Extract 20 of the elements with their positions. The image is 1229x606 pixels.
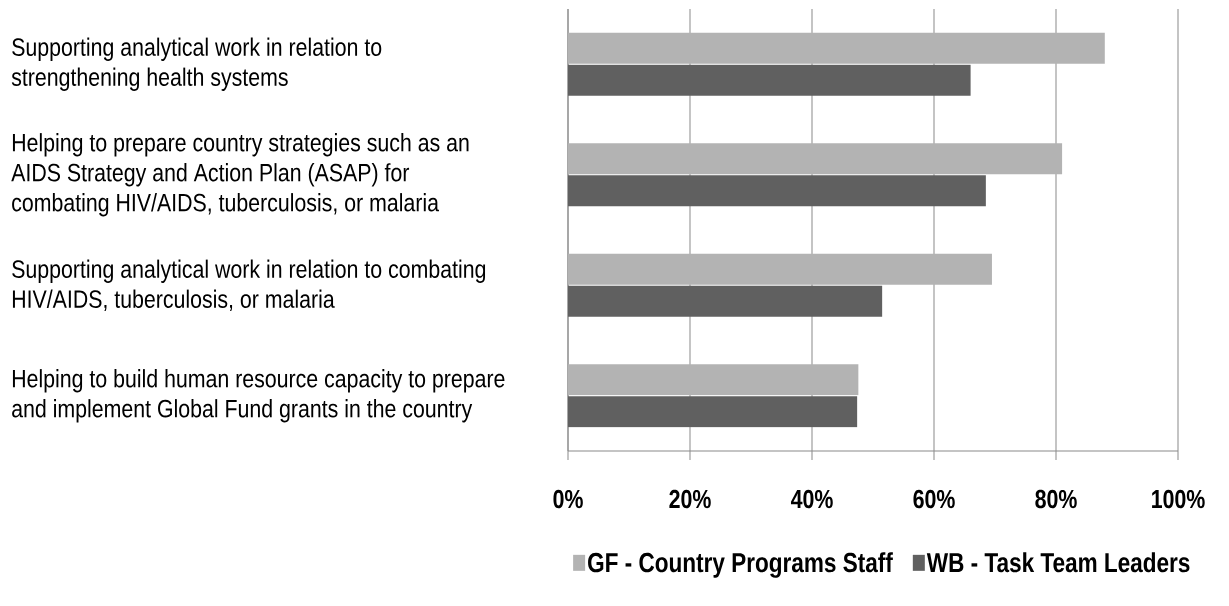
- bar: [568, 285, 883, 317]
- y-tick-label: Supporting analytical work in relation to combating HIV/AIDS, tuberculosis, or malaria: [12, 259, 486, 311]
- bar: [568, 364, 859, 396]
- bar: [568, 143, 1063, 175]
- x-tick-label: 20%: [669, 489, 711, 509]
- legend-label: WB - Task Team Leaders: [926, 552, 1190, 573]
- legend-label: GF - Country Programs Staff: [588, 552, 893, 578]
- y-tick-label: Supporting analytical work in relation to strengthening health systems: [11, 37, 382, 91]
- bar: [568, 32, 1105, 64]
- bar: [568, 253, 992, 285]
- bar: [568, 175, 986, 207]
- x-tick-label: 0%: [553, 489, 583, 509]
- x-tick-label: 60%: [913, 489, 955, 509]
- x-tick-label: 100%: [1152, 489, 1205, 509]
- x-tick-label: 80%: [1035, 489, 1077, 509]
- x-tick-label: 40%: [790, 489, 833, 509]
- bar: [568, 64, 971, 96]
- bar: [568, 396, 858, 428]
- y-tick-label: Helping to prepare country strategies such as an AIDS Strategy and Action Plan (ASAP) for combating HIV/AIDS, tuberculosis, or malaria: [11, 133, 469, 217]
- y-tick-label: Helping to build human resource capacity to prepare and implement Global Fund grants in the country: [12, 369, 505, 423]
